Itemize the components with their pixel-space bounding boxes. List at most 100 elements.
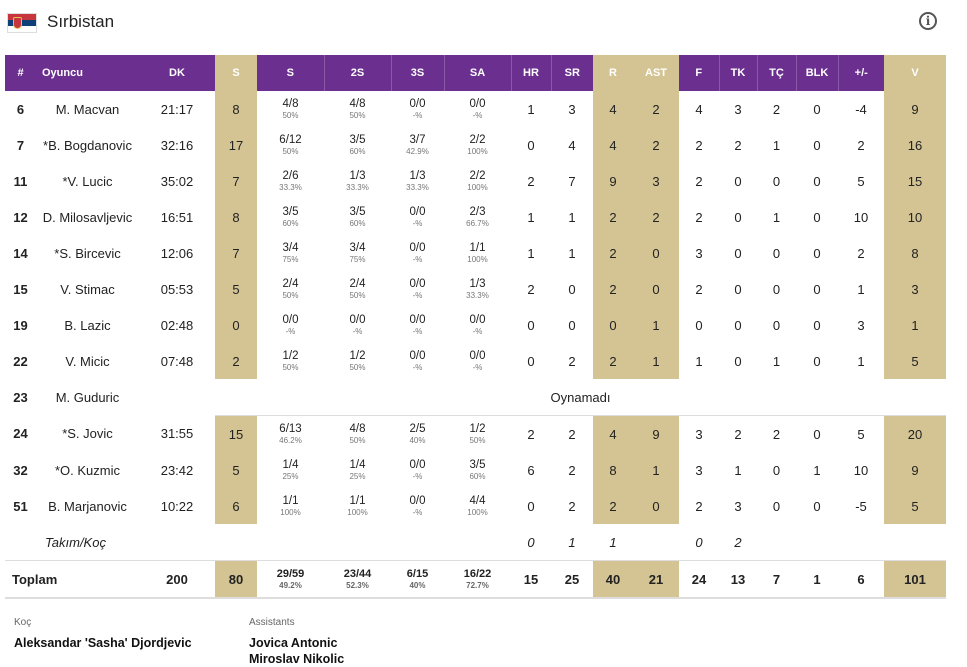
player-turnovers: 0 [734,245,742,261]
player-three-pointers: 2/5 40% [391,416,444,453]
player-row: 24 *S. Jovic 31:55 15 6/13 46.2% 4/8 50% 2/5 40% 1… [5,415,946,453]
player-three-pointers-pct: -% [412,326,423,336]
totals-three-ratio: 6/15 [406,567,429,580]
player-two-pointers-ratio: 1/4 [349,458,366,471]
player-steals: 0 [772,317,781,333]
player-turnovers: 0 [734,353,742,369]
player-free-throws: 4/4 100% [444,488,511,524]
col-header-steals[interactable]: TÇ [756,55,796,91]
team-row-label: Takım/Koç [45,534,106,550]
team-row-def-rebounds: 1 [568,534,576,550]
col-header-minutes[interactable]: DK [139,55,215,91]
player-turnovers: 0 [734,173,742,189]
player-name-link[interactable]: *V. Lucic [62,173,113,189]
totals-field-goals: 29/59 49.2% [257,560,324,599]
player-name-link[interactable]: *B. Bogdanovic [43,137,132,153]
totals-def-rebounds: 25 [551,560,593,599]
player-turnovers: 1 [734,462,742,478]
col-header-assists[interactable]: AST [633,55,679,91]
player-name-link[interactable]: M. Guduric [55,389,120,405]
player-off-rebounds: 2 [527,281,535,297]
col-header-blocks[interactable]: BLK [795,55,838,91]
col-header-def-rebounds[interactable]: SR [550,55,593,91]
player-number: 14 [13,245,28,261]
team-header: Sırbistan i [0,0,967,48]
col-header-two-pointers[interactable]: 2S [323,55,391,91]
player-off-rebounds: 0 [527,498,535,514]
player-rebounds: 4 [593,415,633,452]
player-three-pointers-ratio: 0/0 [409,458,426,471]
player-two-pointers-ratio: 4/8 [349,422,366,435]
player-name-link[interactable]: V. Micic [65,353,110,369]
totals-fg-ratio: 29/59 [276,567,305,580]
col-header-efficiency[interactable]: V [884,55,946,91]
player-two-pointers: 3/5 60% [324,127,391,163]
player-rebounds: 9 [593,163,633,199]
player-three-pointers-ratio: 3/7 [409,133,426,146]
col-header-player[interactable]: Oyuncu [36,55,139,91]
player-field-goals-ratio: 4/8 [282,97,299,110]
player-name-link[interactable]: *S. Bircevic [54,245,121,261]
col-header-plus-minus[interactable]: +/- [837,55,884,91]
player-number: 11 [13,173,28,189]
player-points: 0 [215,307,257,343]
player-name-link[interactable]: B. Marjanovic [48,498,127,514]
player-efficiency: 20 [884,415,946,452]
player-steals: 0 [772,173,781,189]
player-minutes: 35:02 [160,173,194,189]
col-header-off-rebounds[interactable]: HR [510,55,551,91]
player-field-goals: 6/13 46.2% [257,416,324,453]
col-header-fouls[interactable]: F [679,55,719,91]
player-name-link[interactable]: *S. Jovic [62,426,113,442]
team-coach-row: Takım/Koç 0 1 1 0 2 [5,524,946,561]
col-header-field-goals[interactable]: S [257,55,324,91]
player-name-link[interactable]: *O. Kuzmic [54,462,120,478]
player-free-throws: 3/5 60% [444,452,511,488]
player-free-throws: 2/2 100% [444,163,511,199]
player-free-throws-ratio: 2/2 [469,169,486,182]
player-name-link[interactable]: V. Stimac [60,281,115,297]
totals-free-throws: 16/22 72.7% [444,560,511,599]
player-free-throws: 2/3 66.7% [444,199,511,235]
col-header-points[interactable]: S [215,55,257,91]
player-two-pointers: 4/8 50% [324,91,391,127]
col-header-rebounds[interactable]: R [593,55,633,91]
coaching-staff: Koç Aleksandar 'Sasha' Djordjevic Assist… [0,617,967,666]
player-assists: 3 [633,163,679,199]
player-name-link[interactable]: D. Milosavljevic [42,209,133,225]
player-two-pointers-ratio: 1/2 [349,349,366,362]
flag-emblem [13,17,22,29]
info-icon[interactable]: i [919,12,937,30]
player-field-goals-pct: 75% [282,254,299,264]
player-minutes: 31:55 [160,426,194,442]
player-field-goals: 0/0 -% [257,307,324,343]
player-field-goals-pct: 50% [282,362,299,372]
player-field-goals-pct: 60% [282,218,299,228]
player-name-link[interactable]: B. Lazic [64,317,111,333]
player-free-throws: 1/1 100% [444,235,511,271]
col-header-free-throws[interactable]: SA [443,55,511,91]
player-fouls: 4 [695,101,703,117]
player-number: 15 [13,281,28,297]
col-header-three-pointers[interactable]: 3S [390,55,444,91]
player-plus-minus: 3 [857,317,865,333]
player-assists: 2 [633,199,679,235]
player-minutes: 16:51 [160,209,194,225]
player-fouls: 3 [695,426,703,442]
player-free-throws-pct: 33.3% [466,290,489,300]
player-three-pointers-ratio: 0/0 [409,313,426,326]
team-row-empty [633,524,679,561]
player-free-throws-pct: -% [472,326,483,336]
col-header-turnovers[interactable]: TK [718,55,757,91]
player-free-throws: 1/2 50% [444,416,511,453]
player-off-rebounds: 1 [527,209,535,225]
col-header-number[interactable]: # [5,55,36,91]
player-two-pointers-pct: 60% [349,146,366,156]
player-three-pointers: 0/0 -% [391,271,444,307]
player-off-rebounds: 0 [527,353,535,369]
player-free-throws-ratio: 0/0 [469,349,486,362]
totals-rebounds: 40 [593,560,633,599]
player-free-throws: 0/0 -% [444,307,511,343]
player-name-link[interactable]: M. Macvan [55,101,120,117]
player-free-throws-pct: 50% [469,435,486,445]
